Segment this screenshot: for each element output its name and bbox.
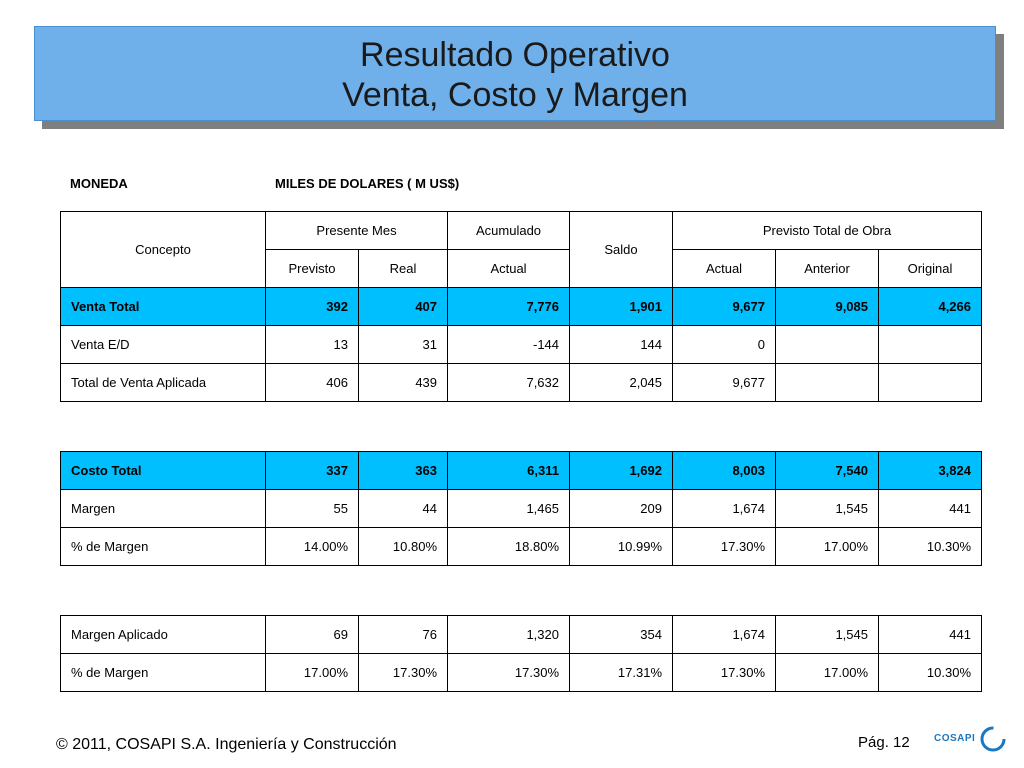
header-acumulado: Acumulado xyxy=(447,211,571,250)
cell-acumulado: -144 xyxy=(447,325,571,364)
row-label: Total de Venta Aplicada xyxy=(60,363,266,402)
footer-copyright: © 2011, COSAPI S.A. Ingeniería y Constru… xyxy=(56,736,397,753)
cell-real: 439 xyxy=(357,363,449,402)
cell-saldo: 1,901 xyxy=(569,287,674,326)
cell-anterior: 7,540 xyxy=(775,451,879,490)
cell-original xyxy=(878,363,983,402)
cell-anterior: 9,085 xyxy=(775,287,880,326)
row-label: Venta Total xyxy=(60,287,266,326)
cost-table: Costo Total 337 363 6,311 1,692 8,003 7,… xyxy=(60,451,982,566)
cell-saldo: 1,692 xyxy=(569,451,673,490)
cosapi-logo: COSAPI xyxy=(934,722,1010,758)
table-row-porcentaje-margen-aplicado: % de Margen 17.00% 17.30% 17.30% 17.31% … xyxy=(60,653,982,692)
row-label: Margen Aplicado xyxy=(60,615,266,654)
header-saldo: Saldo xyxy=(569,211,674,288)
cell-real: 17.30% xyxy=(358,653,448,692)
row-label: Margen xyxy=(60,489,266,528)
table-row-total-venta-aplicada: Total de Venta Aplicada 406 439 7,632 2,… xyxy=(60,363,983,402)
cell-anterior xyxy=(775,325,880,364)
cell-acumulado: 1,320 xyxy=(447,615,570,654)
header-row-1: Concepto Presente Mes Acumulado Saldo Pr… xyxy=(60,211,983,288)
cell-anterior: 17.00% xyxy=(775,653,879,692)
cell-real: 10.80% xyxy=(358,527,448,566)
header-row-2: Previsto Real Actual Actual Anterior Ori… xyxy=(61,249,983,288)
cell-real: 31 xyxy=(357,325,449,364)
logo-ring-icon xyxy=(980,726,1006,752)
table-row-costo-total: Costo Total 337 363 6,311 1,692 8,003 7,… xyxy=(60,451,982,490)
cell-original: 4,266 xyxy=(878,287,983,326)
title-banner: Resultado Operativo Venta, Costo y Marge… xyxy=(34,26,996,121)
row-label: Costo Total xyxy=(60,451,266,490)
cell-acumulado: 17.30% xyxy=(447,653,570,692)
header-acumulado-actual: Actual xyxy=(447,249,571,288)
cell-acumulado: 7,776 xyxy=(447,287,571,326)
page-number: Pág. 12 xyxy=(858,734,910,751)
row-label: Venta E/D xyxy=(60,325,266,364)
row-label: % de Margen xyxy=(60,653,266,692)
cell-saldo: 10.99% xyxy=(569,527,673,566)
cell-anterior: 1,545 xyxy=(775,489,879,528)
currency-label: MONEDA xyxy=(70,176,128,191)
header-previsto: Previsto xyxy=(265,249,359,288)
sales-table: Concepto Presente Mes Acumulado Saldo Pr… xyxy=(60,211,983,402)
cell-previsto: 13 xyxy=(265,325,359,364)
table-row-venta-total: Venta Total 392 407 7,776 1,901 9,677 9,… xyxy=(60,287,983,326)
logo-text: COSAPI xyxy=(934,733,976,744)
cell-real: 407 xyxy=(357,287,449,326)
cell-actual: 0 xyxy=(672,325,777,364)
cell-actual: 1,674 xyxy=(672,489,776,528)
table-row-venta-ed: Venta E/D 13 31 -144 144 0 xyxy=(60,325,983,364)
cell-previsto: 392 xyxy=(265,287,359,326)
cell-acumulado: 18.80% xyxy=(447,527,570,566)
cell-original: 441 xyxy=(878,615,982,654)
table-row-porcentaje-margen: % de Margen 14.00% 10.80% 18.80% 10.99% … xyxy=(60,527,982,566)
cell-previsto: 14.00% xyxy=(265,527,359,566)
title-line-1: Resultado Operativo xyxy=(360,36,670,74)
cell-actual: 1,674 xyxy=(672,615,776,654)
header-previsto-actual: Actual xyxy=(672,249,777,288)
header-anterior: Anterior xyxy=(775,249,880,288)
cell-real: 44 xyxy=(358,489,448,528)
cell-previsto: 406 xyxy=(265,363,359,402)
table-row-margen: Margen 55 44 1,465 209 1,674 1,545 441 xyxy=(60,489,982,528)
margin-table: Margen Aplicado 69 76 1,320 354 1,674 1,… xyxy=(60,615,982,692)
cell-anterior: 1,545 xyxy=(775,615,879,654)
cell-previsto: 55 xyxy=(265,489,359,528)
cell-original: 3,824 xyxy=(878,451,982,490)
cell-saldo: 144 xyxy=(569,325,674,364)
cell-previsto: 337 xyxy=(265,451,359,490)
title-line-2: Venta, Costo y Margen xyxy=(342,76,688,114)
header-presente-mes: Presente Mes xyxy=(264,211,449,250)
cell-original: 441 xyxy=(878,489,982,528)
cell-saldo: 17.31% xyxy=(569,653,673,692)
cell-actual: 17.30% xyxy=(672,527,776,566)
cell-real: 76 xyxy=(358,615,448,654)
table-row-margen-aplicado: Margen Aplicado 69 76 1,320 354 1,674 1,… xyxy=(60,615,982,654)
cell-acumulado: 6,311 xyxy=(447,451,570,490)
header-concepto: Concepto xyxy=(60,211,266,288)
cell-saldo: 2,045 xyxy=(569,363,674,402)
header-real: Real xyxy=(357,249,449,288)
cell-actual: 8,003 xyxy=(672,451,776,490)
cell-previsto: 17.00% xyxy=(265,653,359,692)
cell-actual: 17.30% xyxy=(672,653,776,692)
cell-saldo: 209 xyxy=(569,489,673,528)
cell-original: 10.30% xyxy=(878,527,982,566)
cell-saldo: 354 xyxy=(569,615,673,654)
row-label: % de Margen xyxy=(60,527,266,566)
cell-actual: 9,677 xyxy=(672,363,777,402)
header-previsto-total: Previsto Total de Obra xyxy=(672,211,983,250)
cell-real: 363 xyxy=(358,451,448,490)
currency-value: MILES DE DOLARES ( M US$) xyxy=(275,176,460,191)
cell-previsto: 69 xyxy=(265,615,359,654)
cell-anterior: 17.00% xyxy=(775,527,879,566)
cell-acumulado: 7,632 xyxy=(447,363,571,402)
cell-anterior xyxy=(775,363,880,402)
cell-original xyxy=(878,325,983,364)
cell-actual: 9,677 xyxy=(672,287,777,326)
cell-acumulado: 1,465 xyxy=(447,489,570,528)
header-original: Original xyxy=(878,249,983,288)
cell-original: 10.30% xyxy=(878,653,982,692)
